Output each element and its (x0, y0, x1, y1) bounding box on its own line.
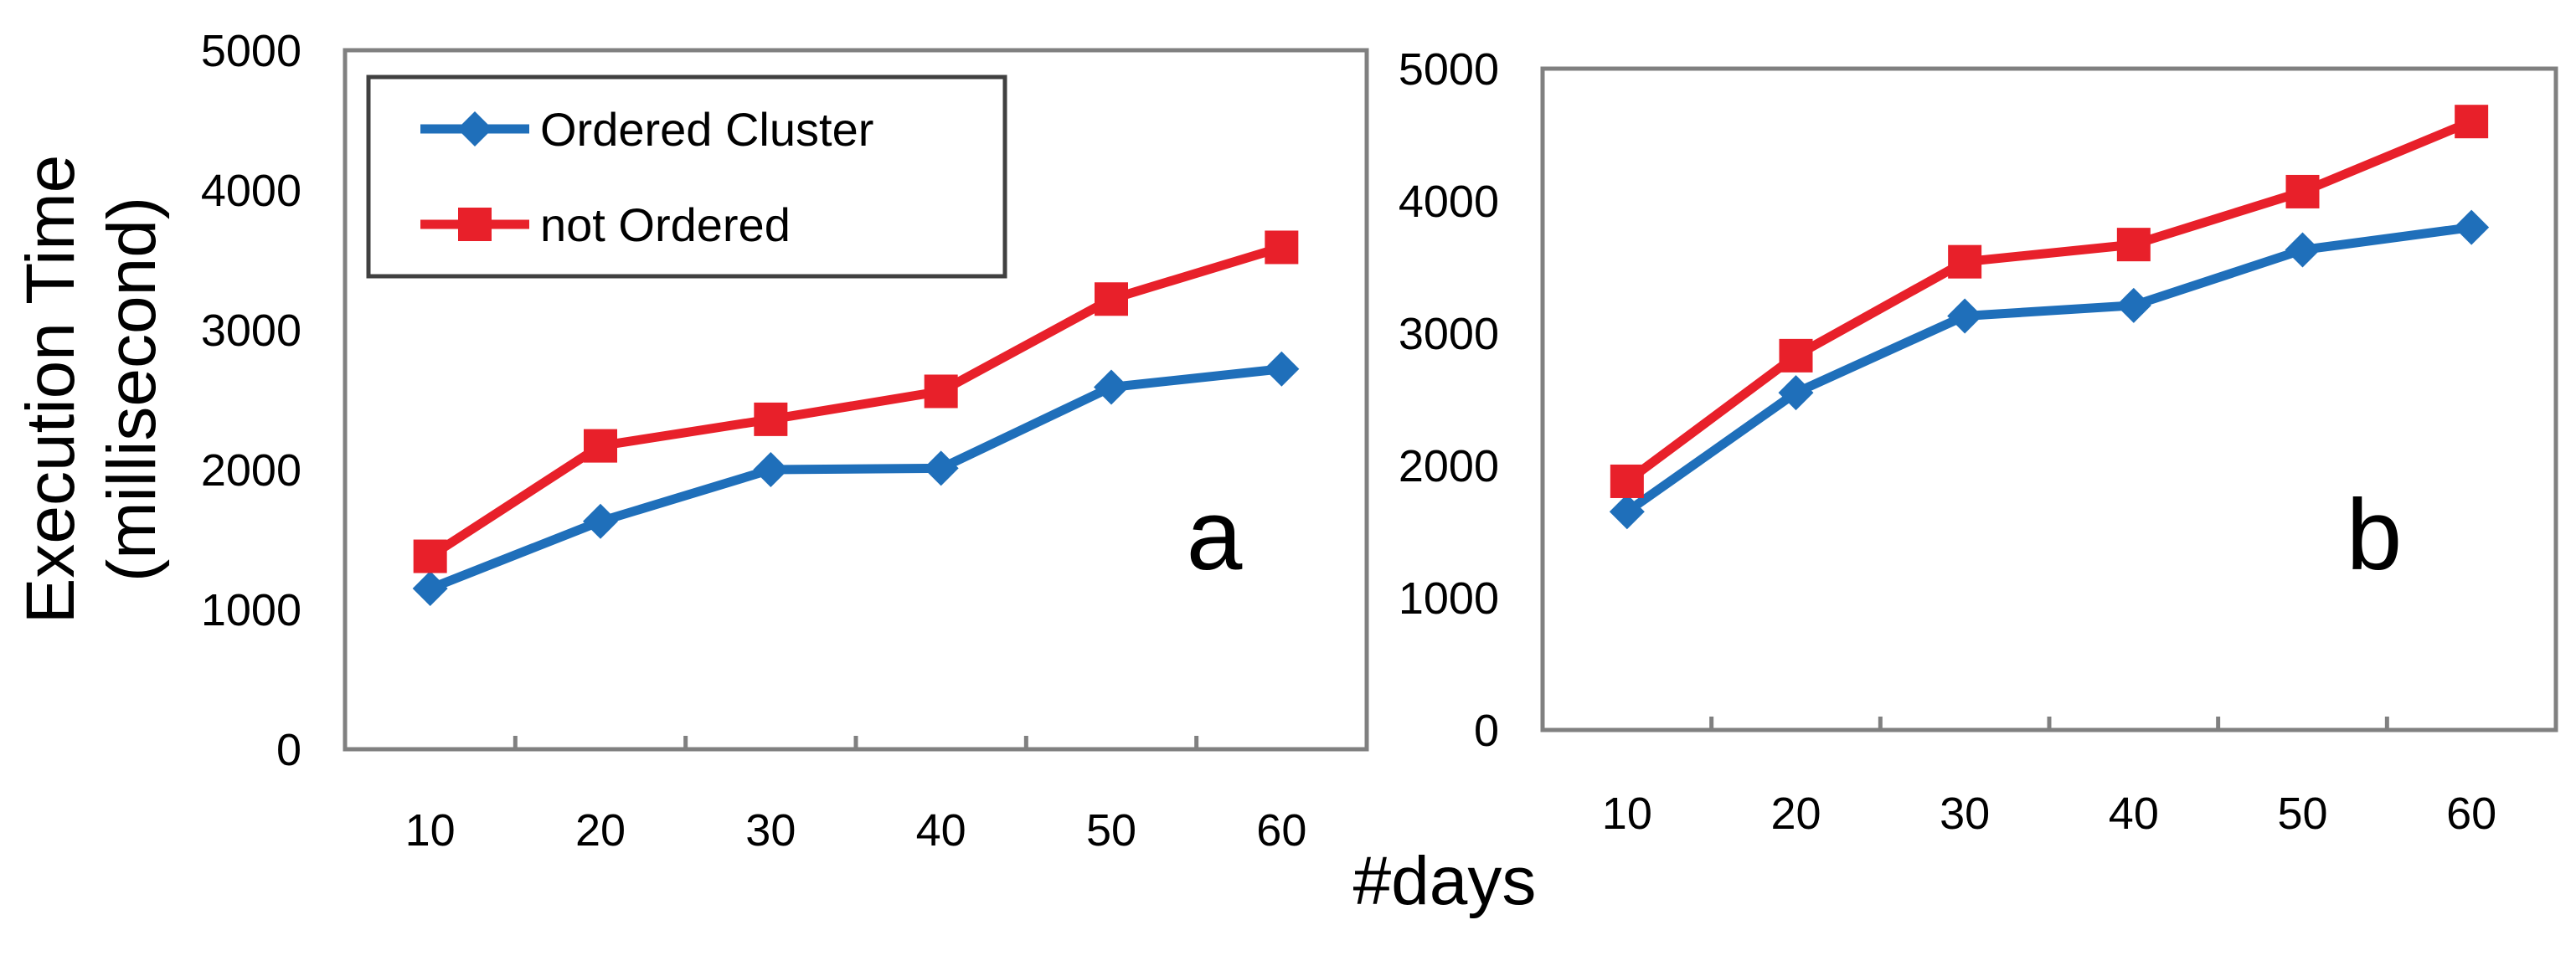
y-tick-label: 4000 (1399, 177, 1499, 227)
x-tick-label: 10 (405, 805, 456, 856)
y-tick-label: 1000 (201, 585, 301, 635)
series-line-not-ordered (427, 243, 1283, 561)
data-point-ordered-cluster (753, 452, 789, 487)
x-tick-label: 20 (1770, 789, 1821, 839)
series-line-ordered-cluster (428, 364, 1282, 594)
y-tick-label: 0 (1474, 706, 1499, 756)
legend-box (366, 75, 1007, 279)
data-point-ordered-cluster (1778, 375, 1814, 411)
y-tick-label: 5000 (1399, 44, 1499, 95)
y-tick-label: 2000 (1399, 441, 1499, 491)
panel-label: a (1187, 479, 1243, 591)
legend-label: not Ordered (540, 198, 791, 251)
data-point-ordered-cluster (412, 570, 448, 606)
x-tick-label: 20 (575, 805, 626, 856)
data-point-not-ordered (584, 429, 617, 463)
data-point-not-ordered (754, 402, 788, 436)
x-tick-label: 40 (916, 805, 966, 856)
data-point-ordered-cluster (1264, 351, 1300, 387)
x-tick-label: 30 (745, 805, 796, 856)
data-point-ordered-cluster (1947, 298, 1983, 334)
panel-label: b (2347, 479, 2403, 591)
y-tick-label: 1000 (1399, 573, 1499, 624)
legend-marker-square (458, 208, 492, 241)
data-point-ordered-cluster (923, 450, 959, 486)
data-point-ordered-cluster (2285, 232, 2321, 268)
legend-marker-diamond (457, 111, 492, 146)
data-point-ordered-cluster (2454, 209, 2490, 245)
data-point-not-ordered (1095, 282, 1128, 316)
data-point-not-ordered (924, 374, 958, 409)
series-line-not-ordered (1624, 117, 2474, 486)
x-tick-label: 10 (1602, 789, 1652, 839)
data-point-not-ordered (1948, 244, 1982, 279)
y-tick-label: 0 (276, 725, 301, 775)
chart-panel-a: 0 1000 2000 3000 4000 5000 10 20 30 40 50 60 a Ordere… (201, 26, 1369, 856)
y-tick-label: 5000 (201, 26, 301, 76)
chart-panel-b: 0 1000 2000 3000 4000 5000 10 20 30 40 50 60 b (1399, 44, 2558, 839)
data-point-not-ordered (413, 539, 447, 573)
x-tick-label: 30 (1940, 789, 1990, 839)
data-point-not-ordered (1265, 230, 1299, 265)
y-axis-title-line2: (millisecond) (94, 197, 170, 582)
x-tick-label: 60 (2446, 789, 2496, 839)
y-tick-label: 2000 (201, 445, 301, 496)
data-point-ordered-cluster (2115, 287, 2151, 323)
y-tick-label: 3000 (1399, 309, 1499, 359)
plot-area (1540, 66, 2558, 732)
y-axis-title-line1: Execution Time (13, 155, 89, 624)
x-axis-title: #days (1353, 843, 1537, 919)
x-tick-label: 50 (1086, 805, 1136, 856)
data-point-not-ordered (2455, 105, 2489, 139)
y-tick-label: 4000 (201, 166, 301, 216)
x-tick-label: 50 (2277, 789, 2327, 839)
y-tick-label: 3000 (201, 306, 301, 356)
x-tick-label: 60 (1256, 805, 1306, 856)
data-point-ordered-cluster (1094, 369, 1129, 405)
data-point-ordered-cluster (583, 503, 618, 539)
x-tick-label: 40 (2109, 789, 2159, 839)
data-point-not-ordered (1610, 464, 1644, 498)
legend: Ordered Cluster not Ordered (366, 75, 1007, 279)
series-line-ordered-cluster (1624, 223, 2472, 516)
data-point-not-ordered (2116, 228, 2151, 262)
data-point-ordered-cluster (1609, 494, 1645, 530)
data-point-not-ordered (2285, 174, 2320, 208)
data-point-not-ordered (1779, 338, 1813, 373)
legend-label: Ordered Cluster (540, 103, 873, 156)
